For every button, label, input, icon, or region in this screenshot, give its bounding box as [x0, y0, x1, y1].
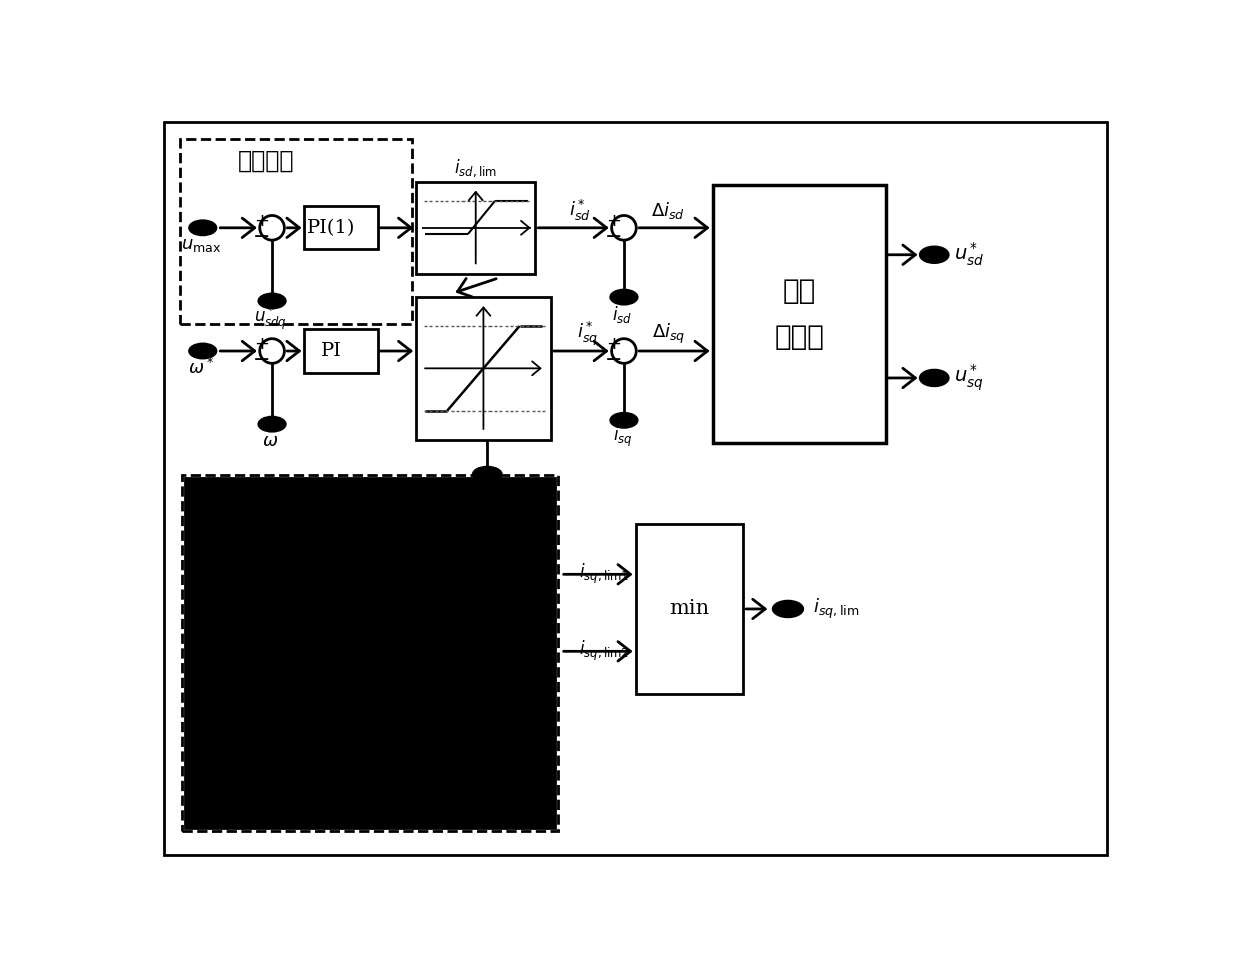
Text: −: − — [604, 350, 622, 370]
Ellipse shape — [919, 369, 950, 387]
Circle shape — [259, 339, 284, 363]
Bar — [304, 206, 377, 250]
Text: $i_{sq,\rm lim}$: $i_{sq,\rm lim}$ — [466, 481, 508, 505]
Ellipse shape — [609, 288, 639, 306]
Text: $i_{sd}^*$: $i_{sd}^*$ — [569, 198, 590, 224]
Text: $i_{sd,\rm lim}$: $i_{sd,\rm lim}$ — [454, 157, 497, 178]
Text: $i_{sq}$: $i_{sq}$ — [613, 425, 632, 449]
Text: $u_{sq}^*$: $u_{sq}^*$ — [955, 363, 983, 393]
Bar — [304, 329, 377, 373]
Bar — [180, 139, 412, 324]
Text: min: min — [670, 599, 709, 619]
Text: $u_{sd}^*$: $u_{sd}^*$ — [955, 241, 985, 268]
Text: +: + — [605, 212, 621, 229]
Bar — [635, 525, 743, 694]
Text: $\omega$: $\omega$ — [263, 432, 279, 450]
Bar — [713, 186, 885, 443]
Text: $\Delta i_{sq}$: $\Delta i_{sq}$ — [651, 322, 684, 347]
Circle shape — [611, 339, 636, 363]
Text: +: + — [605, 335, 621, 353]
Text: $i_{sq,\rm lim2}$: $i_{sq,\rm lim2}$ — [579, 639, 630, 663]
Text: PI: PI — [321, 342, 342, 360]
Bar — [417, 297, 551, 439]
Text: −: − — [253, 227, 270, 247]
Ellipse shape — [919, 246, 950, 264]
Ellipse shape — [472, 466, 502, 483]
Text: $i_{sq,\rm lim1}$: $i_{sq,\rm lim1}$ — [579, 562, 630, 587]
Ellipse shape — [188, 220, 217, 236]
Ellipse shape — [609, 411, 639, 429]
Text: +: + — [254, 212, 269, 229]
Ellipse shape — [258, 415, 286, 433]
Text: $i_{sq}^*$: $i_{sq}^*$ — [577, 319, 598, 348]
Ellipse shape — [188, 343, 217, 359]
Text: 电流
控制器: 电流 控制器 — [774, 277, 825, 350]
Ellipse shape — [771, 600, 804, 619]
Text: PI(1): PI(1) — [308, 219, 356, 237]
Text: 电压限制: 电压限制 — [238, 149, 294, 173]
Text: +: + — [254, 335, 269, 353]
Text: $i_{sd}$: $i_{sd}$ — [613, 304, 632, 324]
Text: $u_{\rm max}$: $u_{\rm max}$ — [181, 236, 222, 254]
Ellipse shape — [258, 292, 286, 310]
Circle shape — [259, 216, 284, 240]
Text: $u_{sdq}^*$: $u_{sdq}^*$ — [254, 304, 286, 332]
Text: −: − — [604, 227, 622, 247]
Text: −: − — [253, 350, 270, 370]
Bar — [182, 475, 558, 832]
Text: $\Delta i_{sd}$: $\Delta i_{sd}$ — [651, 200, 686, 222]
Text: $i_{sq,\rm lim}$: $i_{sq,\rm lim}$ — [812, 597, 859, 621]
Bar — [417, 182, 536, 274]
Text: $\omega^*$: $\omega^*$ — [188, 358, 215, 378]
Circle shape — [611, 216, 636, 240]
Bar — [185, 478, 554, 829]
